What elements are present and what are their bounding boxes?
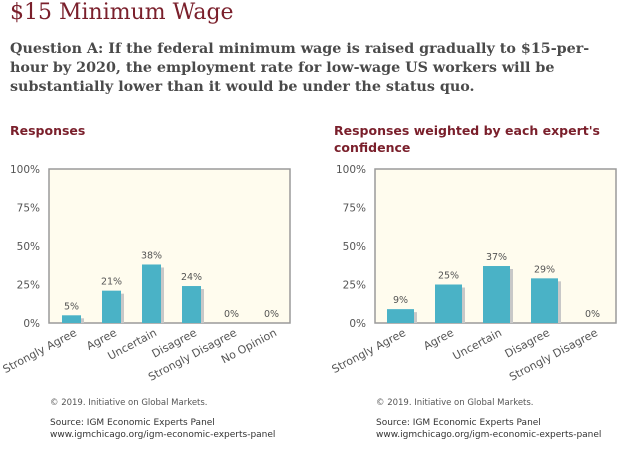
- chart2-value-label: 9%: [393, 295, 408, 306]
- chart-title-responses: Responses: [10, 123, 86, 138]
- chart2-value-label: 0%: [585, 309, 600, 320]
- chart1-bar: [62, 315, 81, 323]
- chart2-value-label: 37%: [486, 252, 507, 263]
- chart2-value-label: 25%: [438, 271, 459, 282]
- chart2-ytick-label: 50%: [343, 241, 366, 253]
- chart1-value-label: 5%: [64, 301, 79, 312]
- chart1-value-label: 24%: [181, 272, 202, 283]
- chart1-plot-area: [48, 168, 291, 324]
- chart2-category-label: Agree: [421, 326, 456, 353]
- chart1-ytick-label: 50%: [17, 241, 40, 253]
- chart1-ytick-label: 75%: [17, 203, 40, 215]
- chart2-ytick-label: 75%: [343, 203, 366, 215]
- copyright-left: © 2019. Initiative on Global Markets.: [50, 398, 208, 408]
- chart1-value-label: 21%: [101, 277, 122, 288]
- survey-question: Question A: If the federal minimum wage …: [10, 41, 590, 95]
- chart2-value-label: 29%: [534, 264, 555, 275]
- chart2-bar: [483, 266, 510, 323]
- source-left: Source: IGM Economic Experts Panel www.i…: [50, 418, 276, 440]
- chart2-category-label: Strongly Agree: [330, 326, 408, 376]
- chart1-ytick-label: 25%: [17, 280, 40, 292]
- chart1-value-label: 38%: [141, 250, 162, 261]
- source-right: Source: IGM Economic Experts Panel www.i…: [376, 418, 602, 440]
- chart1-bar: [182, 286, 201, 323]
- chart1-value-label: 0%: [264, 309, 279, 320]
- chart2-category-label: Uncertain: [451, 326, 504, 363]
- chart2-ytick-label: 25%: [343, 280, 366, 292]
- chart1-bar: [102, 290, 121, 323]
- copyright-right: © 2019. Initiative on Global Markets.: [376, 398, 534, 408]
- chart1-bar: [142, 264, 161, 323]
- chart2-bar: [387, 309, 414, 323]
- chart2-category-label: Strongly Disagree: [507, 326, 600, 384]
- chart2-bar: [435, 284, 462, 323]
- chart2-ytick-label: 0%: [349, 318, 366, 330]
- chart2-bar: [531, 278, 558, 323]
- chart1-value-label: 0%: [224, 309, 239, 320]
- chart2-ytick-label: 100%: [336, 164, 366, 176]
- chart1-ytick-label: 0%: [23, 318, 40, 330]
- chart-title-weighted: Responses weighted by each expert's conf…: [334, 123, 600, 155]
- page-title: $15 Minimum Wage: [10, 0, 234, 25]
- chart1-category-label: Strongly Agree: [1, 326, 79, 376]
- chart1-ytick-label: 100%: [10, 164, 40, 176]
